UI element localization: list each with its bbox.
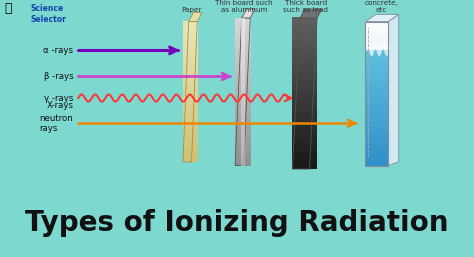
Text: γ -rays: γ -rays [44,94,73,103]
Text: neutron
rays: neutron rays [40,114,73,133]
Polygon shape [189,13,202,22]
Text: 🔬: 🔬 [5,2,12,15]
Text: Paper: Paper [182,7,202,13]
Text: Science
Selector: Science Selector [31,4,67,24]
Text: β -rays: β -rays [44,72,73,81]
Text: Types of Ionizing Radiation: Types of Ionizing Radiation [25,209,449,237]
Text: water,
concrete,
etc: water, concrete, etc [365,0,399,13]
Polygon shape [242,9,255,18]
Polygon shape [300,9,322,18]
Text: Thin board such
as aluminum: Thin board such as aluminum [215,0,273,13]
Polygon shape [388,14,399,166]
Text: Thick board
such as lead: Thick board such as lead [283,0,328,13]
Polygon shape [365,14,399,22]
Text: X-rays: X-rays [46,101,73,110]
Text: α -rays: α -rays [44,46,73,55]
